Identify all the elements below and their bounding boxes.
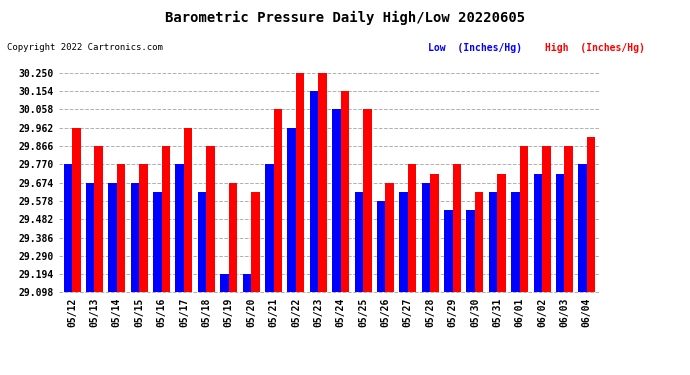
Bar [95, 146, 103, 292]
Bar [355, 192, 363, 292]
Bar [273, 110, 282, 292]
Bar [72, 128, 81, 292]
Bar [533, 174, 542, 292]
Bar [511, 192, 520, 292]
Bar [587, 137, 595, 292]
Bar [564, 146, 573, 292]
Text: Barometric Pressure Daily High/Low 20220605: Barometric Pressure Daily High/Low 20220… [165, 11, 525, 26]
Text: Copyright 2022 Cartronics.com: Copyright 2022 Cartronics.com [7, 43, 163, 52]
Bar [243, 274, 251, 292]
Bar [341, 91, 349, 292]
Bar [310, 91, 318, 292]
Bar [489, 192, 497, 292]
Bar [332, 110, 341, 292]
Bar [117, 164, 126, 292]
Bar [422, 183, 430, 292]
Bar [184, 128, 193, 292]
Bar [206, 146, 215, 292]
Bar [198, 192, 206, 292]
Bar [265, 164, 273, 292]
Bar [175, 164, 184, 292]
Bar [408, 164, 416, 292]
Text: Low  (Inches/Hg): Low (Inches/Hg) [428, 43, 522, 53]
Bar [497, 174, 506, 292]
Bar [108, 183, 117, 292]
Bar [251, 192, 259, 292]
Bar [130, 183, 139, 292]
Bar [296, 73, 304, 292]
Bar [377, 201, 386, 292]
Bar [86, 183, 95, 292]
Bar [466, 210, 475, 292]
Bar [363, 110, 371, 292]
Bar [63, 164, 72, 292]
Bar [139, 164, 148, 292]
Bar [556, 174, 564, 292]
Bar [475, 192, 484, 292]
Bar [578, 164, 587, 292]
Bar [453, 164, 461, 292]
Bar [542, 146, 551, 292]
Bar [161, 146, 170, 292]
Bar [220, 274, 229, 292]
Bar [288, 128, 296, 292]
Bar [520, 146, 529, 292]
Bar [430, 174, 439, 292]
Bar [386, 183, 394, 292]
Bar [400, 192, 408, 292]
Bar [153, 192, 161, 292]
Text: High  (Inches/Hg): High (Inches/Hg) [545, 43, 645, 53]
Bar [444, 210, 453, 292]
Bar [229, 183, 237, 292]
Bar [318, 73, 327, 292]
